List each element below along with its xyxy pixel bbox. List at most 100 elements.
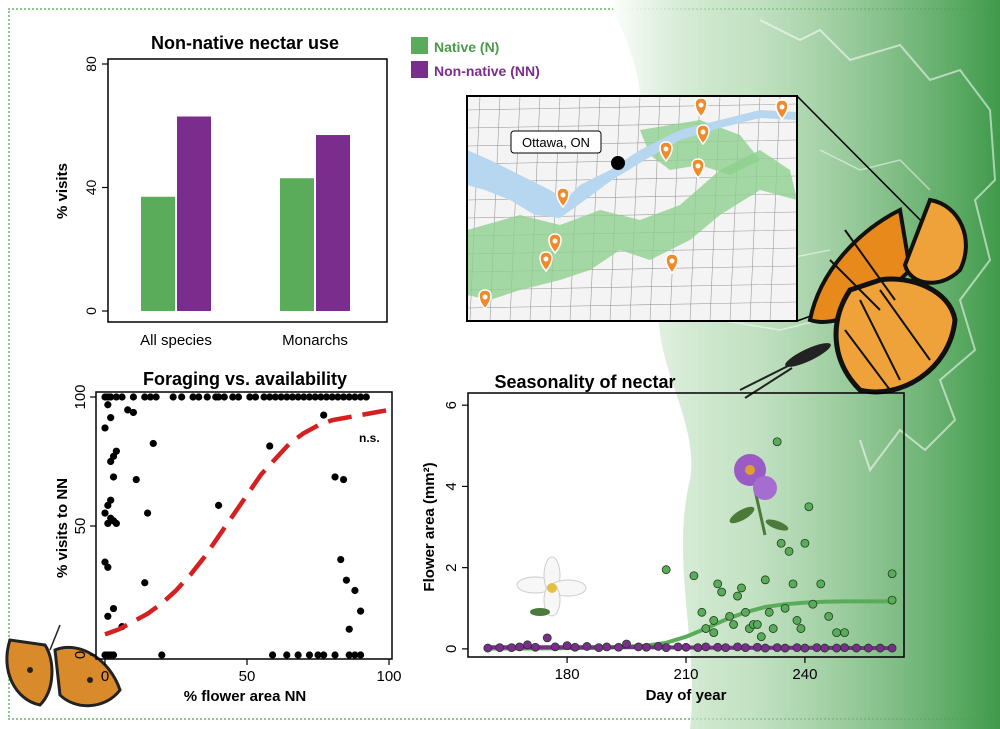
foraging-chart-panel: Foraging vs. availability % visits to NN… (54, 369, 402, 705)
bar-chart-x-axis: All species Monarchs (140, 332, 348, 349)
foraging-data-point (300, 393, 308, 401)
seasonality-point-non-native (641, 642, 651, 652)
site-pin-dot (700, 129, 706, 135)
foraging-data-point (104, 563, 112, 571)
seasonality-point-non-native (562, 641, 572, 651)
seasonality-point-non-native (733, 642, 742, 652)
foraging-chart-y-tick-label: 100 (72, 384, 89, 409)
foraging-data-point (152, 393, 160, 401)
seasonality-point-native (661, 565, 671, 575)
seasonality-point-non-native (673, 642, 683, 652)
seasonality-point-non-native (832, 643, 842, 653)
foraging-chart-axes: 0 50 100 0 50 100 (72, 384, 402, 685)
seasonality-point-non-native (614, 642, 624, 652)
foraging-data-point (294, 651, 302, 659)
bar-chart-category-label: Monarchs (282, 332, 348, 349)
foraging-data-point (268, 651, 277, 659)
foraging-data-point (112, 393, 120, 401)
seasonality-point-native (741, 607, 750, 617)
site-pin-dot (698, 102, 704, 108)
foraging-data-point (357, 607, 365, 615)
seasonality-point-native (887, 595, 897, 605)
site-pin-dot (779, 104, 785, 110)
seasonality-point-native (717, 587, 727, 597)
seasonality-point-native (840, 628, 849, 638)
seasonality-point-non-native (772, 643, 782, 653)
foraging-data-point (357, 651, 365, 659)
foraging-data-point (357, 393, 365, 401)
seasonality-point-non-native (887, 643, 897, 653)
white-flower-illustration (516, 556, 587, 617)
foraging-data-point (362, 393, 370, 401)
foraging-data-point (339, 393, 348, 401)
foraging-data-point (107, 393, 115, 401)
foraging-data-point (351, 393, 359, 401)
seasonality-point-non-native (602, 642, 612, 652)
foraging-data-point (132, 475, 140, 484)
bar-chart-y-label: % visits (54, 163, 71, 219)
foraging-data-point (215, 393, 223, 401)
site-pin-dot (560, 192, 566, 198)
seasonality-point-non-native (634, 642, 643, 652)
seasonality-point-native (792, 616, 802, 625)
foraging-data-point (104, 519, 112, 528)
seasonality-point-non-native (542, 633, 552, 643)
site-pin-dot (552, 238, 558, 244)
foraging-data-point (104, 612, 112, 620)
seasonality-point-non-native (653, 642, 663, 651)
seasonality-point-non-native (701, 642, 711, 652)
seasonality-point-native (729, 620, 738, 629)
foraging-data-point (331, 473, 339, 481)
foraging-chart-trend-line (104, 407, 390, 637)
site-pin-dot (482, 294, 488, 300)
foraging-data-point (328, 393, 336, 401)
seasonality-point-non-native (875, 643, 885, 653)
seasonality-point-non-native (483, 643, 493, 653)
foraging-data-point (322, 393, 331, 401)
foraging-chart-x-label: % flower area NN (184, 688, 307, 705)
seasonality-point-native (752, 620, 762, 629)
foraging-data-point (178, 393, 186, 401)
legend-non-native-swatch (411, 61, 428, 78)
foraging-data-point (320, 651, 328, 659)
ottawa-marker (611, 156, 625, 170)
foraging-data-point (311, 393, 319, 401)
seasonality-point-native (772, 437, 782, 447)
seasonality-point-non-native (594, 643, 604, 653)
seasonality-chart-y-tick-label: 2 (443, 563, 460, 571)
foraging-data-point (283, 393, 291, 401)
aster-flower-illustration (729, 454, 789, 536)
foraging-data-point (169, 393, 177, 401)
seasonality-point-non-native (693, 643, 703, 653)
seasonality-point-non-native (741, 643, 750, 653)
bar-chart-y-tick-label: 80 (83, 56, 99, 72)
seasonality-chart-y-tick-label: 4 (443, 482, 460, 490)
seasonality-chart-x-tick-label: 240 (792, 666, 817, 683)
foraging-data-point (339, 475, 348, 484)
foraging-data-point (266, 393, 274, 401)
map-river (467, 110, 797, 218)
seasonality-point-native (804, 502, 814, 512)
foraging-data-point (246, 393, 254, 401)
seasonality-chart-y-tick-label: 0 (443, 645, 460, 653)
foraging-data-point (260, 393, 268, 401)
seasonality-point-native (816, 579, 826, 589)
foraging-chart-x-tick-label: 0 (101, 668, 109, 685)
foraging-data-point (317, 393, 325, 401)
bar-chart-y-tick-label: 40 (83, 180, 99, 196)
foraging-data-point (129, 393, 137, 401)
bar-chart-title: Non-native nectar use (151, 33, 339, 53)
foraging-data-point (112, 519, 120, 528)
foraging-chart-y-label: % visits to NN (54, 478, 71, 578)
foraging-data-point (109, 473, 118, 481)
foraging-data-point (283, 651, 291, 659)
seasonality-point-native (689, 571, 699, 581)
foraging-data-point (234, 393, 243, 401)
seasonality-point-non-native (800, 643, 810, 653)
foraging-data-point (320, 411, 328, 419)
seasonality-point-non-native (570, 642, 580, 652)
bar-chart-bars (141, 116, 350, 311)
site-pins (478, 97, 789, 311)
seasonality-point-native (824, 611, 834, 621)
seasonality-point-native (788, 579, 798, 589)
